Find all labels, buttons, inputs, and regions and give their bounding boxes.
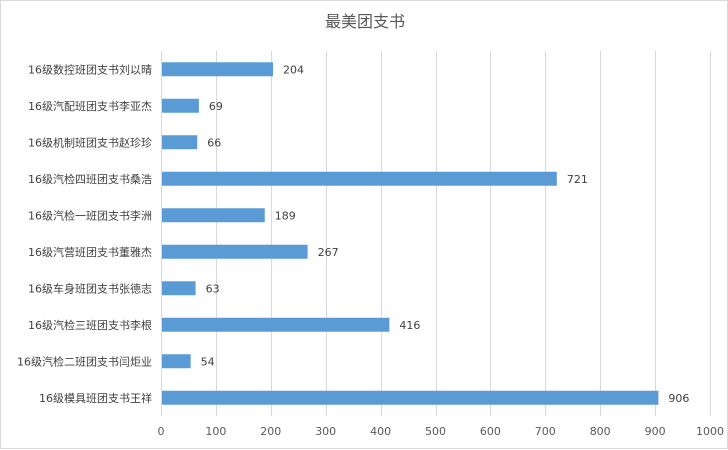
bar	[162, 244, 308, 259]
data-label: 66	[207, 136, 221, 149]
labels: 0 100 200 300 400 500 600 700 800 900 1000 16级数控班团支…	[17, 62, 724, 438]
x-tick-label: 700	[535, 425, 556, 438]
x-tick-label: 0	[158, 425, 165, 438]
category-label: 16级数控班团支书刘以晴	[28, 62, 152, 76]
x-tick-label: 400	[370, 425, 391, 438]
x-tick-label: 100	[205, 425, 226, 438]
bar	[162, 135, 198, 150]
category-label: 16级机制班团支书赵珍珍	[28, 135, 152, 149]
data-label: 721	[567, 173, 588, 186]
data-label: 204	[283, 63, 304, 76]
data-label: 416	[399, 319, 420, 332]
data-label: 63	[206, 282, 220, 295]
bars	[162, 62, 659, 405]
x-tick-label: 300	[315, 425, 336, 438]
x-tick-label: 600	[480, 425, 501, 438]
data-label: 54	[201, 355, 215, 368]
data-label: 267	[318, 246, 339, 259]
x-tick-label: 500	[425, 425, 446, 438]
gridlines	[161, 51, 711, 416]
x-tick-label: 900	[645, 425, 666, 438]
chart-title: 最美团支书	[325, 12, 405, 31]
x-tick-label: 200	[260, 425, 281, 438]
bar	[162, 171, 557, 186]
x-tick-label: 800	[590, 425, 611, 438]
bar	[162, 354, 191, 369]
category-label: 16级汽检二班团支书闫炬业	[17, 354, 152, 368]
category-label: 16级汽营班团支书董雅杰	[28, 245, 152, 259]
bar	[162, 281, 196, 296]
data-label: 69	[209, 100, 223, 113]
category-label: 16级汽检一班团支书李洲	[28, 208, 152, 222]
bar	[162, 208, 265, 223]
bar	[162, 317, 390, 332]
category-label: 16级汽检四班团支书桑浩	[28, 172, 152, 186]
bar	[162, 62, 273, 77]
category-label: 16级模具班团支书王祥	[39, 391, 152, 405]
category-label: 16级车身班团支书张德志	[28, 281, 152, 295]
category-label: 16级汽检三班团支书李根	[28, 318, 152, 332]
bar	[162, 390, 659, 405]
data-label: 189	[275, 209, 296, 222]
data-label: 906	[668, 392, 689, 405]
category-label: 16级汽配班团支书李亚杰	[28, 99, 152, 113]
bar	[162, 98, 199, 113]
x-tick-label: 1000	[696, 425, 724, 438]
